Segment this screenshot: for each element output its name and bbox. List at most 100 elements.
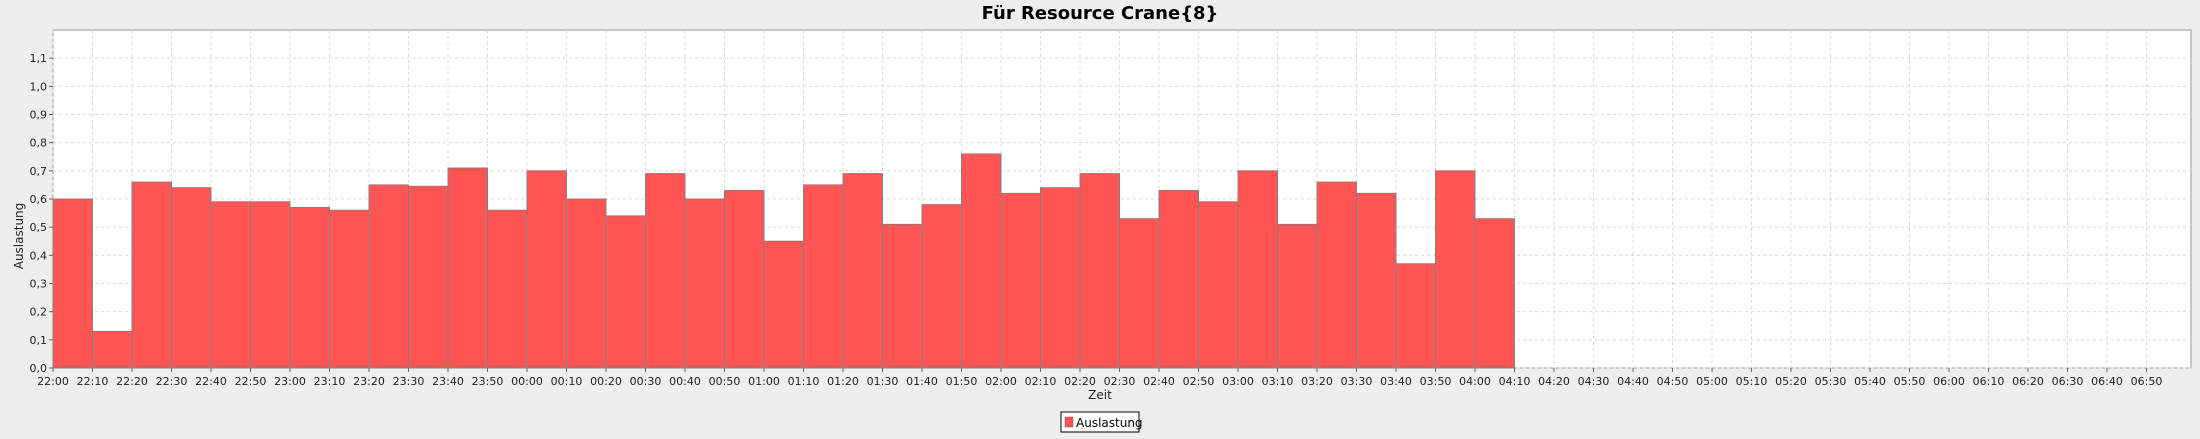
x-tick-label: 05:50 xyxy=(1894,375,1926,388)
x-tick-label: 23:30 xyxy=(393,375,425,388)
y-tick-label: 0,1 xyxy=(30,334,48,347)
bar xyxy=(724,190,765,369)
x-tick-label: 00:30 xyxy=(630,375,662,388)
x-tick-label: 22:10 xyxy=(77,375,109,388)
x-tick-label: 06:40 xyxy=(2091,375,2123,388)
x-tick-label: 23:20 xyxy=(353,375,385,388)
x-tick-label: 06:50 xyxy=(2131,375,2163,388)
x-tick-label: 04:00 xyxy=(1459,375,1491,388)
y-tick-label: 1,1 xyxy=(30,52,48,65)
bar xyxy=(1435,170,1476,369)
bar xyxy=(684,198,725,369)
bar xyxy=(1316,181,1357,369)
x-tick-label: 05:10 xyxy=(1736,375,1768,388)
x-tick-label: 22:50 xyxy=(235,375,267,388)
x-tick-label: 00:20 xyxy=(590,375,622,388)
bar xyxy=(1356,192,1397,369)
x-tick-label: 00:10 xyxy=(551,375,583,388)
bar xyxy=(961,153,1002,369)
bar xyxy=(1277,223,1318,369)
y-tick-label: 0,7 xyxy=(30,165,48,178)
x-tick-label: 06:20 xyxy=(2012,375,2044,388)
y-tick-label: 0,0 xyxy=(30,362,48,375)
x-tick-label: 23:50 xyxy=(472,375,504,388)
x-tick-label: 04:40 xyxy=(1617,375,1649,388)
y-axis: 0,0 0,1 0,2 0,3 0,4 0,5 0,6 0,7 0,8 0,9 1,0 1,1 xyxy=(30,52,53,375)
x-tick-label: 02:50 xyxy=(1183,375,1215,388)
y-tick-label: 0,8 xyxy=(30,137,48,150)
x-tick-label: 00:50 xyxy=(709,375,741,388)
bar xyxy=(763,240,804,369)
x-tick-label: 02:00 xyxy=(985,375,1017,388)
x-tick-label: 01:50 xyxy=(946,375,978,388)
bar xyxy=(487,209,528,369)
x-tick-label: 06:00 xyxy=(1933,375,1965,388)
x-tick-label: 02:30 xyxy=(1104,375,1136,388)
x-tick-label: 03:30 xyxy=(1341,375,1373,388)
x-tick-label: 03:10 xyxy=(1262,375,1294,388)
y-tick-label: 0,3 xyxy=(30,278,48,291)
bar xyxy=(250,201,291,369)
x-axis-label: Zeit xyxy=(1088,388,1112,402)
y-tick-label: 0,5 xyxy=(30,221,48,234)
bar xyxy=(210,201,251,369)
legend-swatch xyxy=(1064,416,1074,428)
legend: Auslastung xyxy=(1060,411,1143,433)
bar xyxy=(1119,218,1160,369)
x-axis: 22:00 22:10 22:20 22:30 22:40 22:50 23:00 23:10… xyxy=(37,368,2162,388)
bar xyxy=(92,330,133,369)
bar xyxy=(1237,170,1278,369)
bar xyxy=(605,215,646,369)
legend-box xyxy=(1060,411,1140,433)
bar xyxy=(842,173,883,369)
x-tick-label: 04:20 xyxy=(1538,375,1570,388)
x-tick-label: 22:30 xyxy=(156,375,188,388)
bar xyxy=(526,170,567,369)
x-tick-label: 05:20 xyxy=(1775,375,1807,388)
x-tick-label: 01:30 xyxy=(867,375,899,388)
y-tick-label: 1,0 xyxy=(30,80,48,93)
bar xyxy=(52,198,93,369)
bar xyxy=(645,173,686,369)
x-tick-label: 23:00 xyxy=(274,375,306,388)
bar xyxy=(1000,192,1041,369)
bar xyxy=(408,185,449,369)
x-tick-label: 03:40 xyxy=(1380,375,1412,388)
x-tick-label: 06:30 xyxy=(2052,375,2084,388)
bar xyxy=(1158,190,1199,369)
y-tick-label: 0,6 xyxy=(30,193,48,206)
x-tick-label: 01:10 xyxy=(788,375,820,388)
x-tick-label: 05:30 xyxy=(1815,375,1847,388)
x-tick-label: 04:30 xyxy=(1578,375,1610,388)
bar xyxy=(1474,218,1515,369)
x-tick-label: 01:00 xyxy=(748,375,780,388)
x-tick-label: 22:20 xyxy=(116,375,148,388)
x-tick-label: 23:40 xyxy=(432,375,464,388)
x-tick-label: 03:20 xyxy=(1301,375,1333,388)
x-tick-label: 05:40 xyxy=(1854,375,1886,388)
y-tick-label: 0,9 xyxy=(30,109,48,122)
x-tick-label: 01:20 xyxy=(827,375,859,388)
legend-label: Auslastung xyxy=(1076,416,1143,430)
x-tick-label: 02:10 xyxy=(1025,375,1057,388)
x-tick-label: 22:00 xyxy=(37,375,69,388)
x-tick-label: 01:40 xyxy=(906,375,938,388)
bar xyxy=(447,167,488,369)
x-tick-label: 00:00 xyxy=(511,375,543,388)
y-axis-label: Auslastung xyxy=(12,203,26,270)
x-tick-label: 23:10 xyxy=(314,375,346,388)
bar xyxy=(1395,263,1436,369)
x-tick-label: 02:40 xyxy=(1143,375,1175,388)
y-tick-label: 0,2 xyxy=(30,306,48,319)
x-tick-label: 22:40 xyxy=(195,375,227,388)
y-tick-label: 0,4 xyxy=(30,249,48,262)
x-tick-label: 03:00 xyxy=(1222,375,1254,388)
bar xyxy=(1198,201,1239,369)
bars xyxy=(52,153,1515,369)
x-tick-label: 04:10 xyxy=(1499,375,1531,388)
bar xyxy=(566,198,607,369)
bar xyxy=(1040,187,1081,369)
bar xyxy=(803,184,844,369)
chart-title: Für Resource Crane{8} xyxy=(982,3,1219,24)
